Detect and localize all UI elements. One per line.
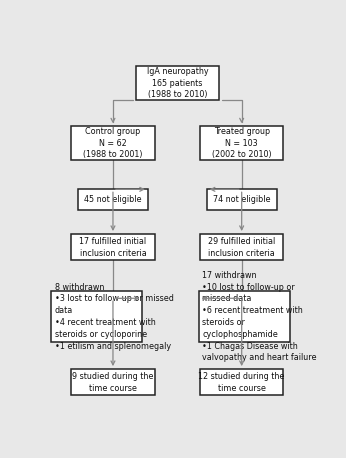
Text: 29 fulfilled initial
inclusion criteria: 29 fulfilled initial inclusion criteria bbox=[208, 237, 275, 257]
FancyBboxPatch shape bbox=[200, 234, 283, 261]
FancyBboxPatch shape bbox=[78, 189, 148, 210]
FancyBboxPatch shape bbox=[200, 126, 283, 160]
FancyBboxPatch shape bbox=[199, 291, 290, 342]
Text: Treated group
N = 103
(2002 to 2010): Treated group N = 103 (2002 to 2010) bbox=[212, 127, 272, 159]
FancyBboxPatch shape bbox=[136, 66, 219, 100]
FancyBboxPatch shape bbox=[51, 291, 143, 342]
Text: 17 fulfilled initial
inclusion criteria: 17 fulfilled initial inclusion criteria bbox=[79, 237, 147, 257]
Text: 12 studied during the
time course: 12 studied during the time course bbox=[199, 372, 285, 393]
Text: IgA neuropathy
165 patients
(1988 to 2010): IgA neuropathy 165 patients (1988 to 201… bbox=[146, 67, 208, 99]
Text: 8 withdrawn
•3 lost to follow-up or missed
data
•4 recent treatment with
steroid: 8 withdrawn •3 lost to follow-up or miss… bbox=[55, 283, 174, 351]
Text: 74 not eligible: 74 not eligible bbox=[213, 195, 271, 204]
FancyBboxPatch shape bbox=[71, 369, 155, 395]
FancyBboxPatch shape bbox=[71, 234, 155, 261]
Text: Control group
N = 62
(1988 to 2001): Control group N = 62 (1988 to 2001) bbox=[83, 127, 143, 159]
Text: 17 withdrawn
•10 lost to follow-up or
missed data
•6 recent treatment with
stero: 17 withdrawn •10 lost to follow-up or mi… bbox=[202, 271, 317, 362]
FancyBboxPatch shape bbox=[71, 126, 155, 160]
FancyBboxPatch shape bbox=[207, 189, 276, 210]
Text: 45 not eligible: 45 not eligible bbox=[84, 195, 142, 204]
FancyBboxPatch shape bbox=[200, 369, 283, 395]
Text: 9 studied during the
time course: 9 studied during the time course bbox=[72, 372, 154, 393]
